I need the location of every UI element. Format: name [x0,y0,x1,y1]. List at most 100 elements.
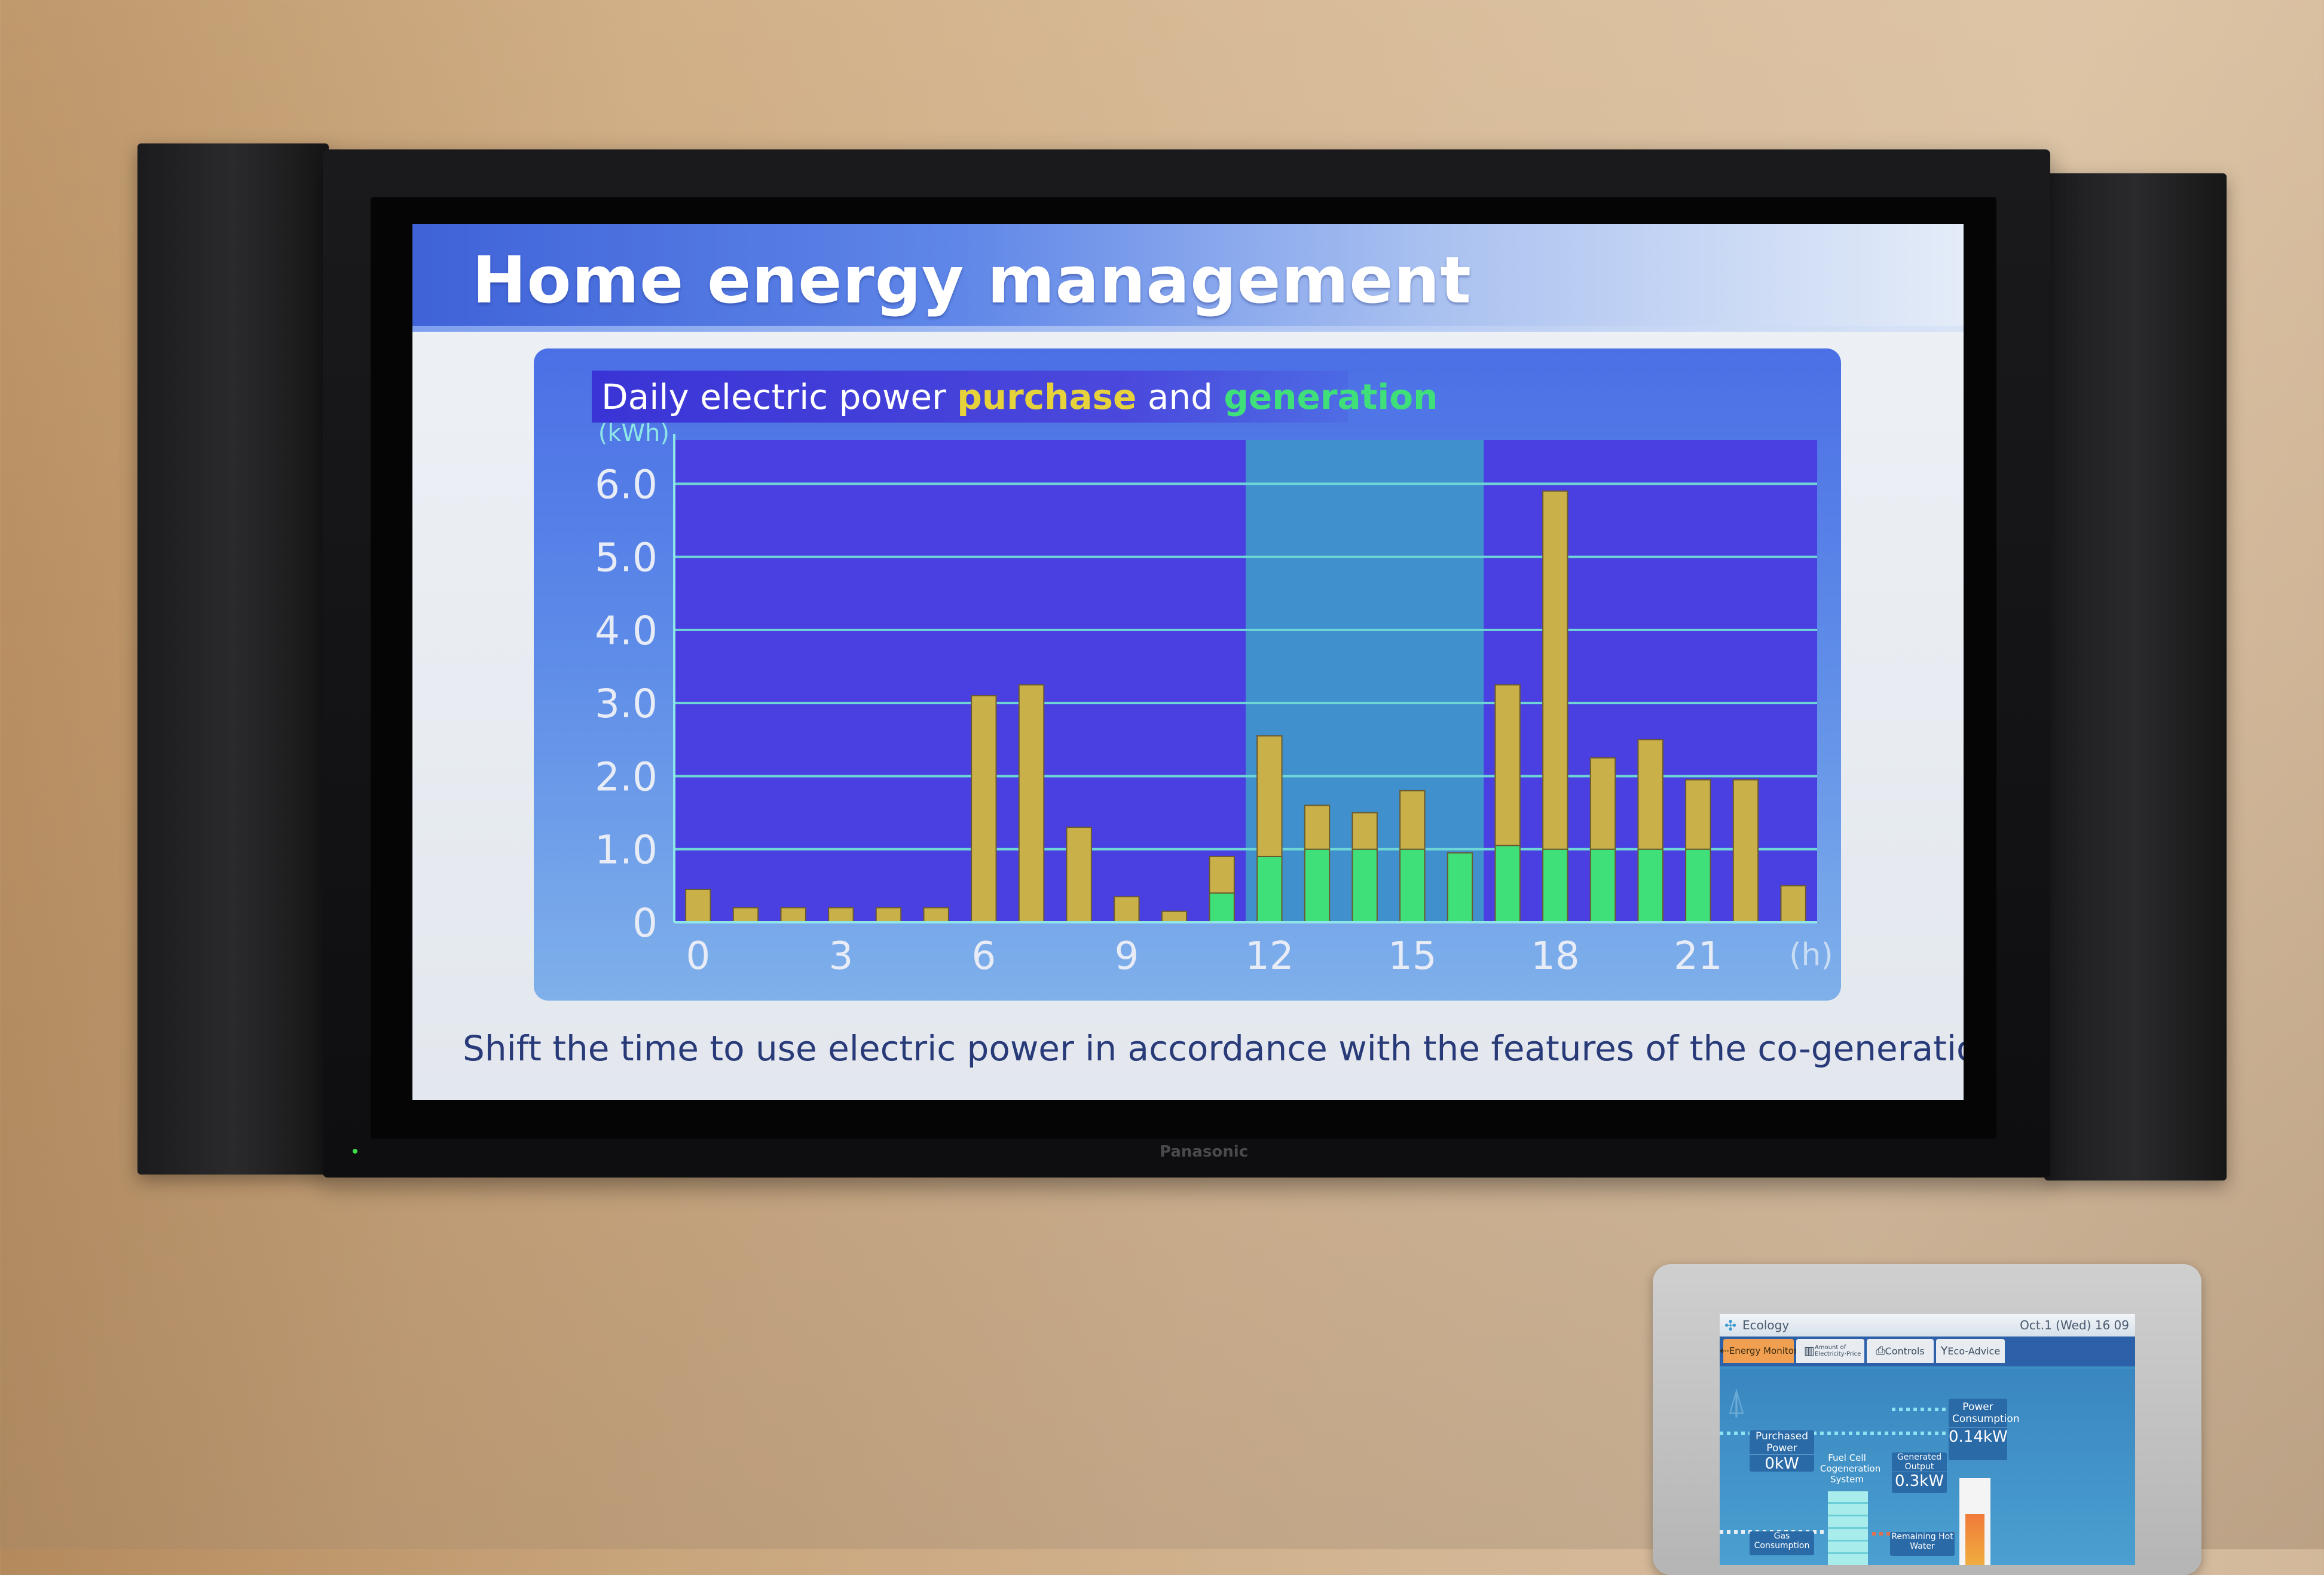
bar-purchase [875,907,902,923]
bar-purchase [1399,790,1426,850]
bar-purchase [1685,779,1711,850]
tv-screen: Home energy management Daily electric po… [412,224,1964,1100]
bar-generation [1209,892,1235,923]
y-tick-label: 5.0 [595,535,658,581]
chart-title-purchase: purchase [957,377,1137,417]
bar-purchase [732,907,759,923]
bar-purchase [1589,757,1616,850]
x-tick-label: 3 [828,934,853,978]
power-consumption-value: 0.14kW [1949,1427,2008,1446]
bar-generation [1685,848,1711,923]
fuel-cell-label: Fuel Cell Cogeneration System [1820,1452,1881,1485]
caption: Shift the time to use electric power in … [463,1028,1964,1069]
bar-purchase [923,907,949,923]
controller-icon: ⎙ [1876,1344,1885,1357]
bar-purchase [828,907,854,923]
bar-purchase [780,907,806,923]
device-header: ✣ Ecology Oct.1 (Wed) 16 09 [1720,1314,2135,1337]
fuel-cell-unit [1828,1491,1868,1565]
chart-svg: 0 1.0 2.0 3.0 4.0 5.0 6.0 (kWh) 0 3 6 9 12 15 18 21 (h) [595,420,1833,978]
tab-label: Energy Monitor [1729,1345,1798,1356]
generated-output-value: 0.3kW [1892,1472,1947,1490]
sprout-icon: Y [1940,1344,1948,1357]
x-tick-label: 21 [1674,934,1722,978]
bar-purchase [1351,812,1378,850]
device-screen: ✣ Ecology Oct.1 (Wed) 16 09 ⇠ Energy Mon… [1720,1314,2135,1565]
y-tick-label: 1.0 [595,827,658,873]
tab-controls[interactable]: ⎙ Controls [1867,1339,1934,1363]
tv-brand-logo: Panasonic [1160,1143,1249,1161]
device-tabs: ⇠ Energy Monitor ▥ Amount of Electricity… [1720,1337,2135,1366]
power-consumption-label: Power Consumption [1952,1401,2020,1425]
bar-purchase [1780,885,1806,923]
power-tower-icon: ⍋ [1726,1381,1747,1423]
tab-label: Amount of Electricity·Price [1814,1344,1861,1357]
tab-electricity-price[interactable]: ▥ Amount of Electricity·Price [1796,1339,1864,1363]
power-consumption-box: Power Consumption 0.14kW [1949,1399,2020,1460]
x-tick-label: 18 [1531,934,1579,978]
generated-output-label: Generated Output [1897,1452,1942,1472]
y-axis-label: (kWh) [598,420,669,447]
generated-flow-dots [1892,1408,1946,1411]
bar-purchase [1542,490,1568,850]
grid-flow-dots [1720,1432,2007,1435]
x-axis-label: (h) [1789,937,1833,973]
tab-energy-monitor[interactable]: ⇠ Energy Monitor [1720,1339,1798,1363]
bar-purchase [1304,805,1331,850]
device-app-title: Ecology [1742,1318,1790,1332]
bar-generation [1494,845,1521,923]
chart-title: Daily electric power purchase and genera… [601,377,1438,417]
energy-flow-icon: ⇠ [1720,1344,1729,1357]
chart-title-generation: generation [1224,377,1438,417]
x-tick-label: 9 [1114,934,1139,978]
remaining-hot-water-label: Remaining Hot Water [1891,1532,1953,1551]
hot-water-tank [1959,1478,1990,1565]
bar-purchase [1066,827,1092,923]
ecology-logo-icon: ✣ [1724,1317,1737,1334]
bar-generation [1542,848,1568,923]
energy-monitor-view: ⍋ Purchased Power 0kW Fuel Cell Cogenera… [1720,1369,2135,1565]
power-led-icon [353,1149,357,1154]
purchased-power-value: 0kW [1750,1454,1814,1473]
bar-purchase [1161,910,1188,923]
bar-purchase [1494,684,1521,846]
y-tick-label: 2.0 [595,754,658,800]
chart-title-part: Daily electric power [601,377,958,417]
chart-panel: Daily electric power purchase and genera… [534,348,1841,1001]
bar-generation [1589,848,1616,923]
bar-chart-icon: ▥ [1804,1344,1815,1357]
x-tick-label: 12 [1245,934,1294,978]
bar-generation [1304,848,1331,923]
title-underline [412,326,1964,332]
bar-purchase [685,888,711,923]
bar-generation [1399,848,1426,923]
title-bar [412,224,1964,326]
device-datetime: Oct.1 (Wed) 16 09 [2020,1318,2129,1332]
bar-purchase [971,695,997,923]
tab-label: Eco-Advice [1947,1345,2001,1357]
tab-label: Controls [1885,1345,1925,1357]
bar-purchase [1209,855,1235,894]
bar-generation [1256,855,1283,923]
right-speaker [2044,173,2227,1181]
gas-consumption-label: Gas Consumption [1754,1531,1810,1550]
bar-generation [1447,852,1473,923]
y-tick-label: 4.0 [595,608,658,654]
tab-eco-advice[interactable]: Y Eco-Advice [1936,1339,2005,1363]
chart-header: Daily electric power purchase and genera… [592,371,1438,423]
bar-generation [1637,848,1664,923]
bar-purchase [1114,896,1140,923]
y-tick-label: 0 [632,900,658,946]
chart-title-part: and [1136,377,1224,417]
remaining-hot-water-box: Remaining Hot Water [1890,1532,1955,1556]
purchased-power-box: Purchased Power 0kW [1750,1430,1814,1473]
x-tick-label: 6 [971,934,996,978]
bar-generation [1351,848,1378,923]
y-tick-label: 3.0 [595,681,658,727]
generated-output-box: Generated Output 0.3kW [1892,1452,1947,1493]
x-tick-label: 15 [1388,934,1436,978]
y-tick-label: 6.0 [595,461,658,507]
hot-water-level [1965,1514,1984,1565]
left-speaker [137,143,329,1175]
bar-purchase [1018,684,1045,923]
